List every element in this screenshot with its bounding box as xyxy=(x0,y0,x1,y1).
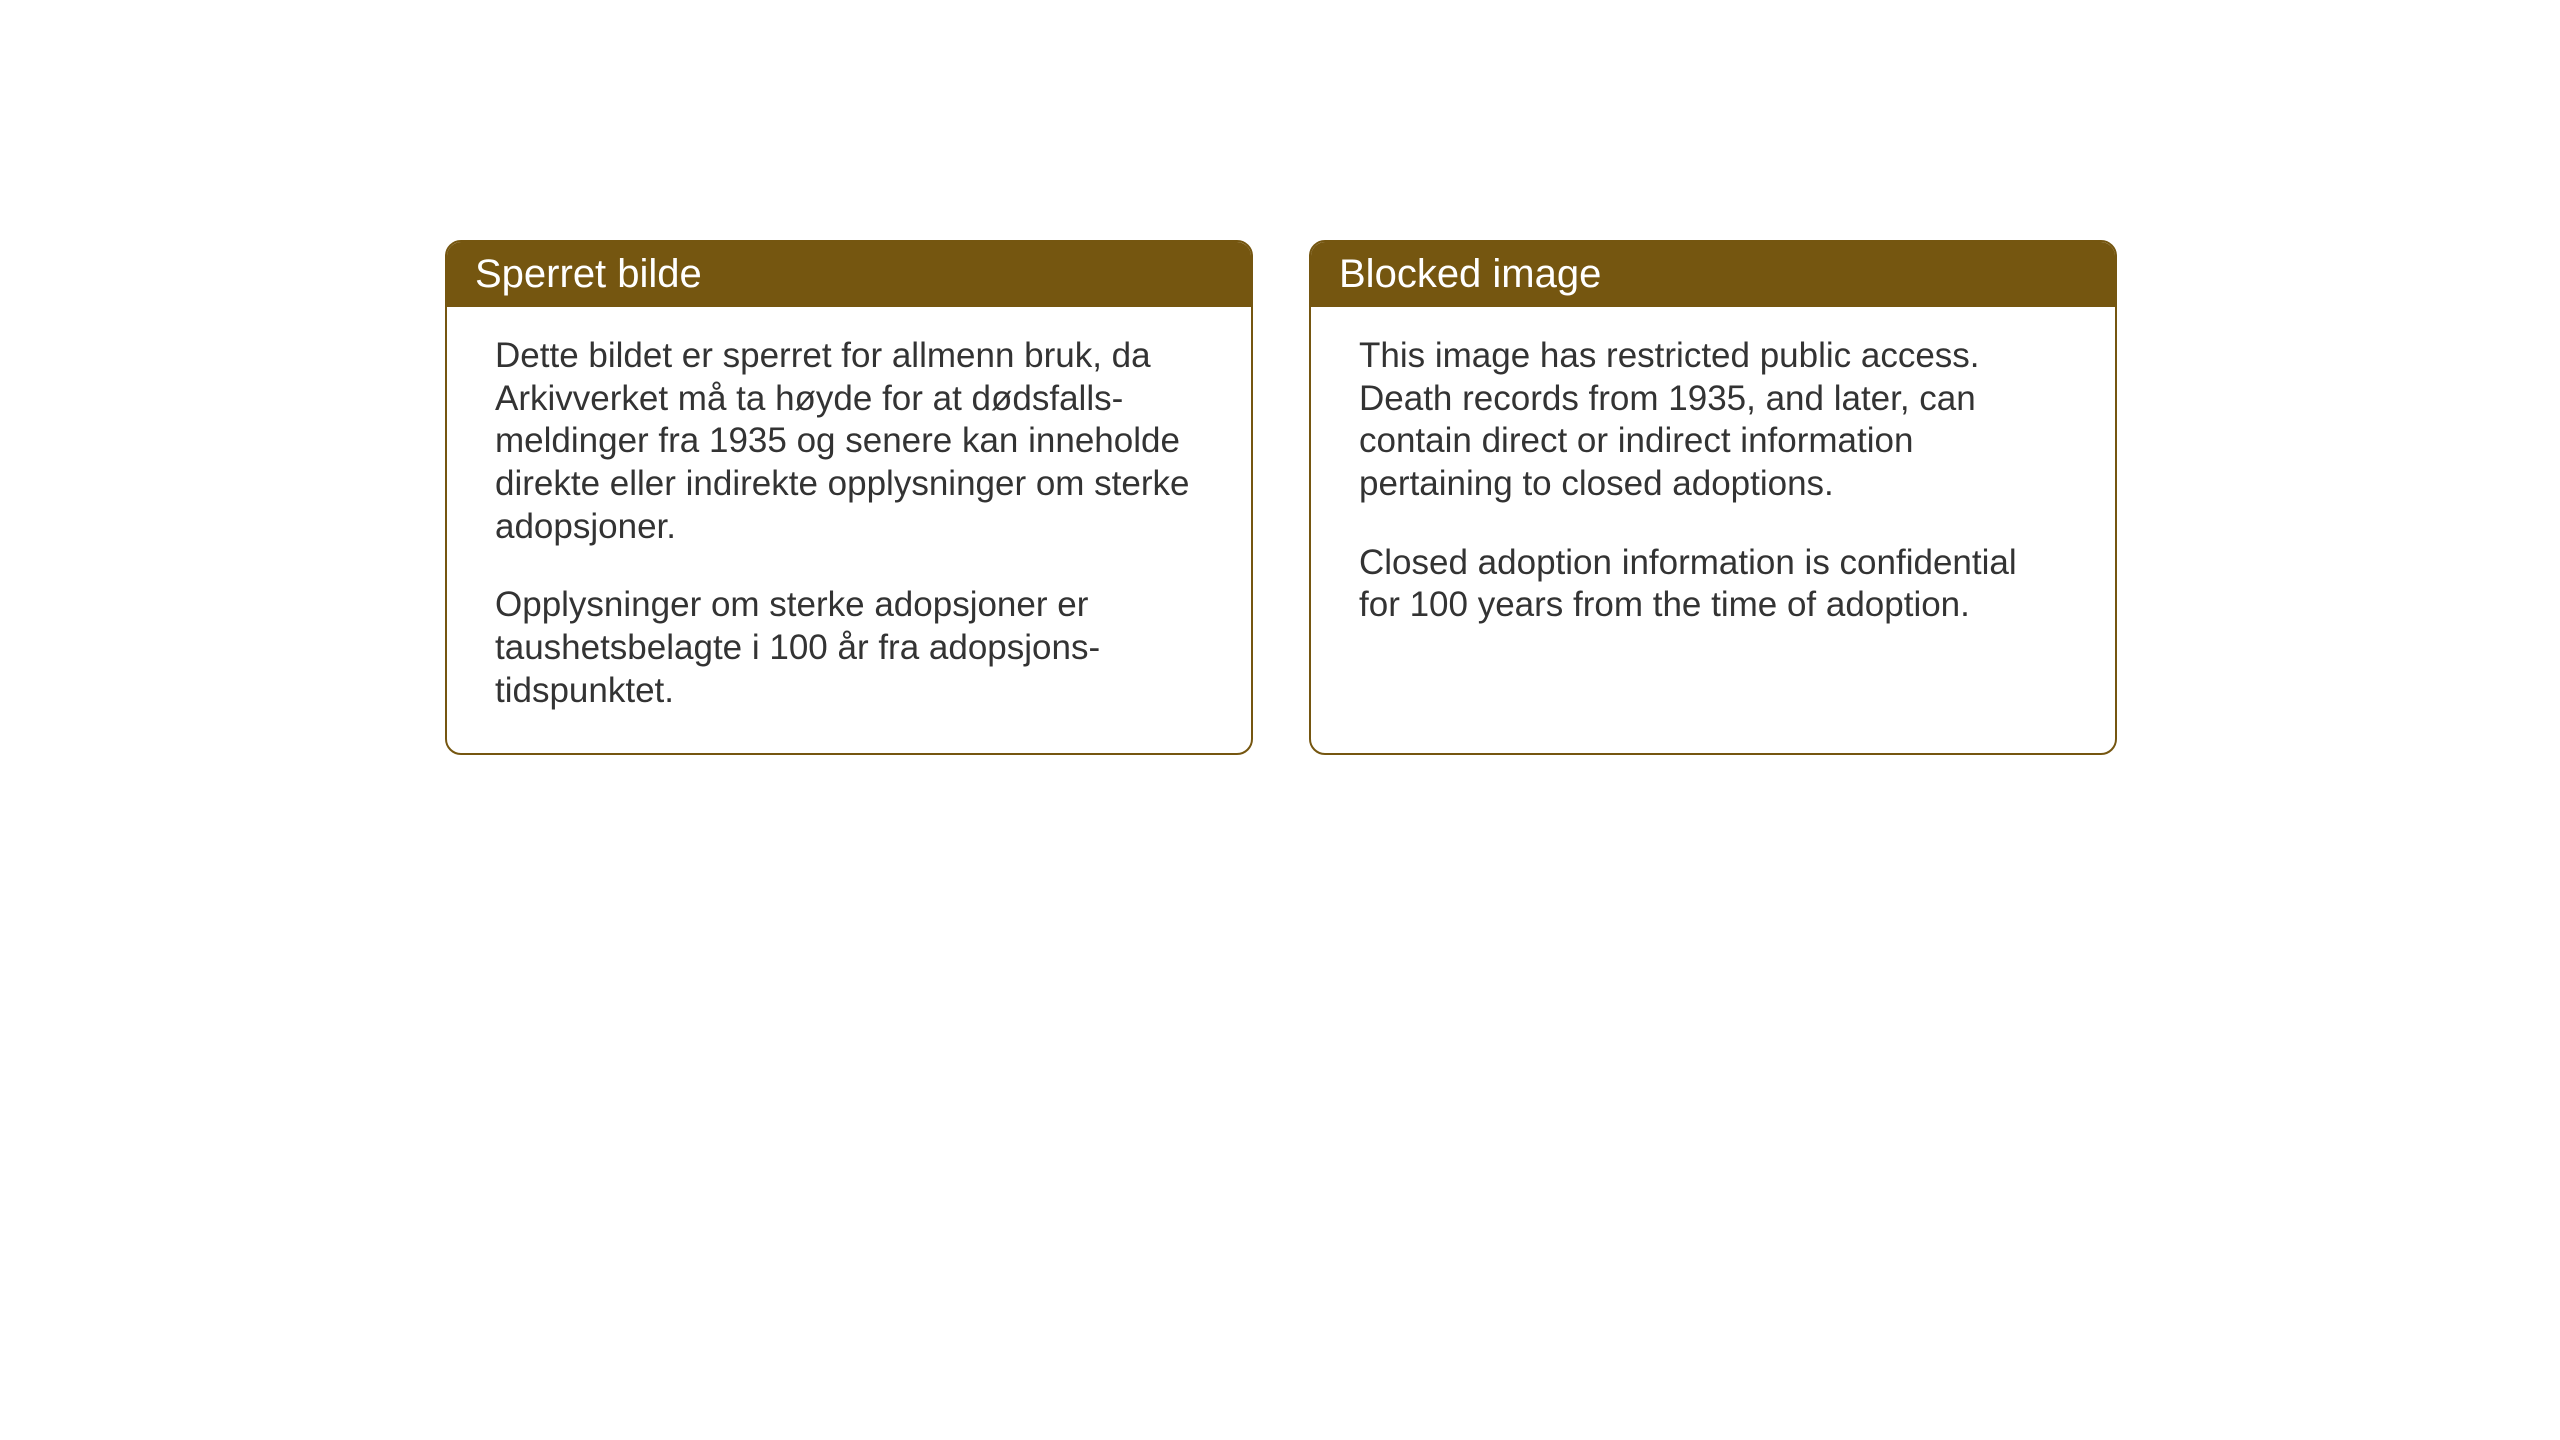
card-paragraph1-english: This image has restricted public access.… xyxy=(1359,335,2067,506)
cards-container: Sperret bilde Dette bildet er sperret fo… xyxy=(445,240,2117,755)
card-body-english: This image has restricted public access.… xyxy=(1311,307,2115,667)
card-paragraph1-norwegian: Dette bildet er sperret for allmenn bruk… xyxy=(495,335,1203,548)
card-header-norwegian: Sperret bilde xyxy=(447,242,1251,307)
card-norwegian: Sperret bilde Dette bildet er sperret fo… xyxy=(445,240,1253,755)
card-title-norwegian: Sperret bilde xyxy=(475,252,702,296)
card-paragraph2-english: Closed adoption information is confident… xyxy=(1359,542,2067,627)
card-paragraph2-norwegian: Opplysninger om sterke adopsjoner er tau… xyxy=(495,584,1203,712)
card-title-english: Blocked image xyxy=(1339,252,1601,296)
card-english: Blocked image This image has restricted … xyxy=(1309,240,2117,755)
card-header-english: Blocked image xyxy=(1311,242,2115,307)
card-body-norwegian: Dette bildet er sperret for allmenn bruk… xyxy=(447,307,1251,753)
